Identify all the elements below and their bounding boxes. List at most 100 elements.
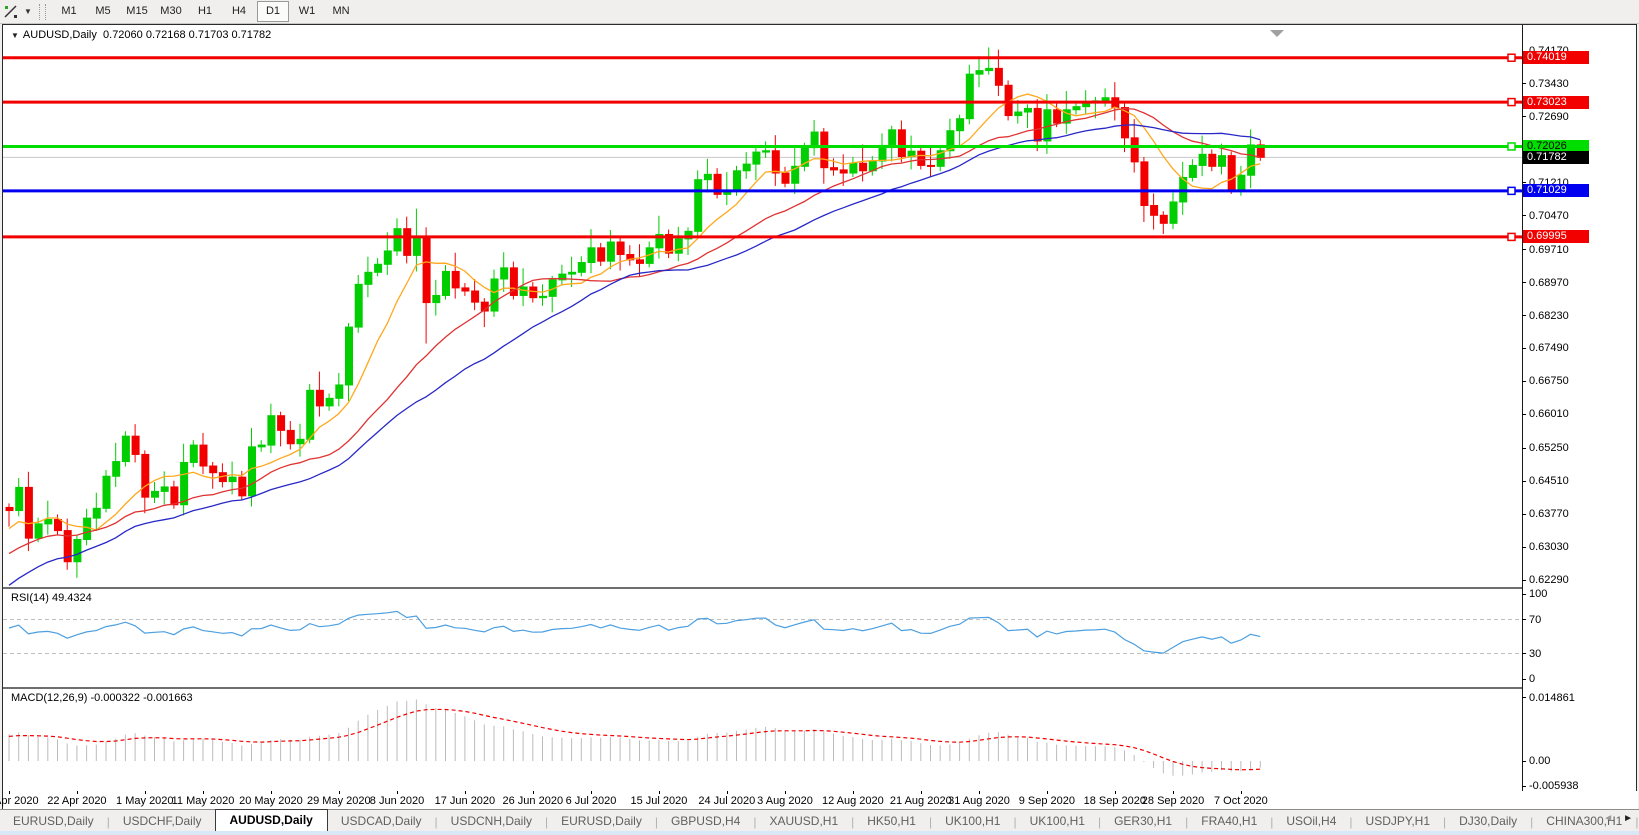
macd-signal-line (8, 708, 1261, 771)
price-tick-mark (1522, 282, 1526, 284)
instrument-tab-xauusd-h1[interactable]: XAUUSD,H1 (769, 814, 839, 828)
macd-tick-label: 0.014861 (1529, 691, 1575, 704)
tab-separator: | (1530, 814, 1534, 829)
timeframe-buttons: M1 M5 M15 M30 H1 H4 D1 W1 MN (52, 1, 358, 22)
timeframe-button-m30[interactable]: M30 (160, 5, 182, 17)
instrument-tab-uk100-h1[interactable]: UK100,H1 (945, 814, 1001, 828)
tab-separator: | (851, 814, 855, 829)
tab-scroll-right-icon[interactable]: ► (1623, 813, 1633, 824)
instrument-tab-uk100-h1[interactable]: UK100,H1 (1029, 814, 1085, 828)
price-tick-mark (1522, 215, 1526, 217)
support-line-blue-handle (1507, 186, 1516, 196)
instrument-tab-ger30-h1[interactable]: GER30,H1 (1114, 814, 1173, 828)
timeframe-button-mn[interactable]: MN (332, 5, 350, 17)
tab-scroll-left-icon[interactable]: ◄ (1603, 813, 1614, 824)
price-badge-0.71029: 0.71029 (1523, 184, 1589, 198)
instrument-tab-gbpusd-h4[interactable]: GBPUSD,H4 (670, 814, 741, 828)
instrument-tab-hk50-h1[interactable]: HK50,H1 (867, 814, 916, 828)
rsi-pane-canvas[interactable] (3, 589, 1522, 687)
instrument-tab-china300-h1[interactable]: CHINA300,H1 (1546, 814, 1623, 828)
resistance-line-1-handle (1507, 53, 1516, 62)
price-badge-0.72026: 0.72026 (1523, 139, 1589, 153)
instrument-tab-usdchf-daily[interactable]: USDCHF,Daily (122, 814, 202, 828)
rsi-label: RSI(14) 49.4324 (11, 592, 92, 604)
timeframe-button-h1[interactable]: H1 (197, 5, 213, 17)
crosshair-tool-icon[interactable] (1, 3, 21, 21)
date-tick-mark (464, 791, 466, 794)
date-label: 20 May 2020 (239, 795, 303, 807)
date-tick-mark (920, 791, 922, 794)
ohlc-open: 0.72060 (103, 29, 143, 41)
date-tick-mark (726, 791, 728, 794)
timeframe-button-d1[interactable]: D1 (257, 1, 289, 22)
date-tick-mark (1240, 791, 1242, 794)
price-tick-mark (1522, 347, 1526, 349)
price-tick-label: 0.68230 (1529, 309, 1569, 322)
instrument-tab-eurusd-daily[interactable]: EURUSD,Daily (13, 814, 94, 828)
support-line-red-handle (1507, 232, 1516, 242)
date-tick-mark (9, 791, 10, 794)
date-tick-mark (532, 791, 534, 794)
price-tick-mark (1522, 380, 1526, 382)
pane-resize-handle[interactable] (3, 587, 1522, 589)
date-label: 13 Apr 2020 (0, 795, 39, 807)
timeframe-button-h4[interactable]: H4 (231, 5, 247, 17)
price-tick-label: 0.63770 (1529, 508, 1569, 521)
tab-separator: | (1635, 814, 1639, 829)
price-tick-mark (1522, 249, 1526, 251)
ma-slow (8, 124, 1261, 586)
date-label: 18 Sep 2020 (1083, 795, 1146, 807)
macd-label: MACD(12,26,9) -0.000322 -0.001663 (11, 692, 193, 704)
price-badge-0.71782: 0.71782 (1523, 150, 1589, 164)
macd-tick-label: -0.005938 (1529, 780, 1579, 793)
price-tick-mark (1522, 480, 1526, 482)
chart-collapse-icon[interactable]: ▼ (11, 31, 19, 40)
pane-resize-handle[interactable] (3, 687, 1522, 689)
price-chart-canvas[interactable] (3, 26, 1522, 587)
pivot-line-green-handle (1507, 142, 1516, 151)
instrument-tab-audusd-daily[interactable]: AUDUSD,Daily (214, 809, 328, 832)
date-tick-mark (1173, 791, 1174, 794)
timeframe-button-m1[interactable]: M1 (61, 5, 77, 17)
price-axis-border (1522, 25, 1523, 791)
instrument-tab-eurusd-daily[interactable]: EURUSD,Daily (561, 814, 642, 828)
date-label: 11 May 2020 (171, 795, 235, 807)
price-tick-mark (1522, 182, 1526, 184)
tab-separator: | (1349, 814, 1353, 829)
instrument-tab-usdcnh-daily[interactable]: USDCNH,Daily (450, 814, 533, 828)
macd-pane-canvas[interactable] (3, 689, 1522, 791)
instrument-tab-usoil-h4[interactable]: USOil,H4 (1286, 814, 1337, 828)
instrument-tab-usdjpy-h1[interactable]: USDJPY,H1 (1365, 814, 1431, 828)
status-strip (0, 831, 1639, 835)
price-tick-mark (1522, 315, 1526, 316)
instrument-tab-usdcad-daily[interactable]: USDCAD,Daily (340, 814, 422, 828)
price-tick-label: 0.65250 (1529, 442, 1569, 455)
date-tick-mark (1114, 791, 1116, 794)
tool-dropdown-caret-icon[interactable]: ▼ (24, 7, 32, 16)
ma-mid (8, 107, 1261, 555)
rsi-tick-mark (1522, 678, 1526, 680)
date-label: 12 Aug 2020 (821, 795, 884, 807)
date-label: 31 Aug 2020 (948, 795, 1010, 807)
timeframe-button-m5[interactable]: M5 (95, 5, 111, 17)
instrument-tab-dj30-daily[interactable]: DJ30,Daily (1459, 814, 1518, 828)
tab-separator: | (106, 814, 110, 829)
timeframe-button-m15[interactable]: M15 (126, 5, 148, 17)
chart-window: ▼ AUDUSD,Daily 0.72060 0.72168 0.71703 0.… (0, 24, 1638, 809)
date-label: 28 Sep 2020 (1141, 795, 1205, 807)
price-tick-label: 0.62290 (1529, 574, 1569, 586)
date-tick-mark (144, 791, 146, 794)
price-tick-mark (1522, 83, 1526, 85)
date-tick-mark (785, 791, 786, 794)
chart-title: ▼ AUDUSD,Daily 0.72060 0.72168 0.71703 0.… (11, 29, 271, 41)
date-label: 1 May 2020 (116, 795, 174, 807)
price-tick-label: 0.69710 (1529, 243, 1569, 256)
timeframe-button-w1[interactable]: W1 (298, 5, 316, 17)
instrument-tab-fra40-h1[interactable]: FRA40,H1 (1201, 814, 1258, 828)
price-tick-label: 0.73430 (1529, 77, 1569, 90)
date-tick-mark (591, 791, 592, 794)
price-tick-mark (1522, 546, 1526, 548)
date-tick-mark (979, 791, 980, 794)
